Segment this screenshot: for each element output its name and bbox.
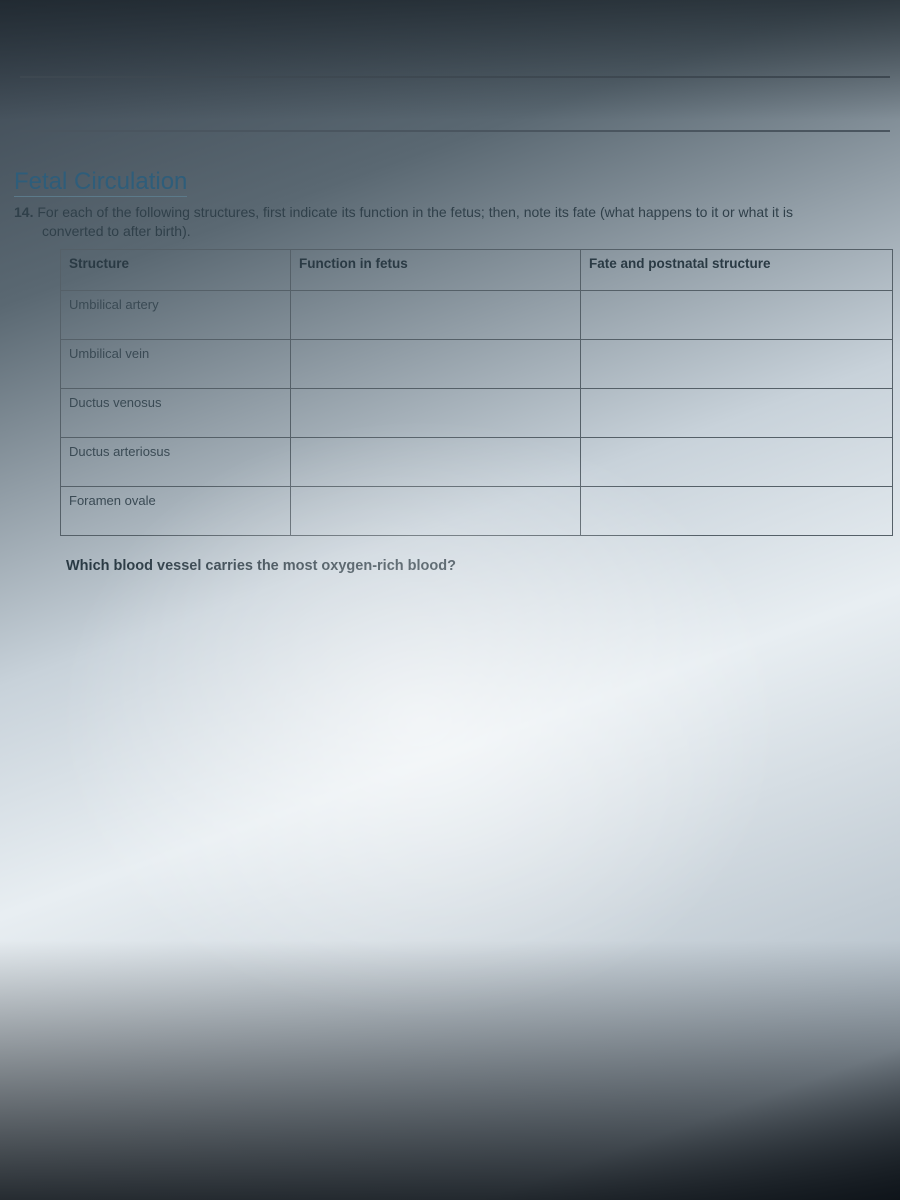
- table-row: Umbilical artery: [61, 290, 893, 339]
- cell-function[interactable]: [291, 388, 581, 437]
- worksheet-page: Fetal Circulation 14. For each of the fo…: [0, 0, 900, 1200]
- table-row: Ductus venosus: [61, 388, 893, 437]
- question-text-line2: converted to after birth).: [42, 222, 890, 241]
- question-14: 14. For each of the following structures…: [14, 203, 890, 241]
- cell-function[interactable]: [291, 290, 581, 339]
- blank-line[interactable]: [20, 82, 890, 132]
- followup-question: Which blood vessel carries the most oxyg…: [66, 558, 890, 574]
- answer-blank-lines: [20, 28, 890, 132]
- table-row: Umbilical vein: [61, 339, 893, 388]
- cell-structure: Umbilical artery: [61, 290, 291, 339]
- question-text-line1: For each of the following structures, fi…: [37, 204, 793, 220]
- blank-line[interactable]: [20, 28, 890, 78]
- section-heading: Fetal Circulation: [14, 136, 890, 201]
- cell-function[interactable]: [291, 339, 581, 388]
- cell-fate[interactable]: [581, 339, 893, 388]
- photo-shadow-bottom: [0, 940, 900, 1200]
- cell-structure: Umbilical vein: [61, 339, 291, 388]
- cell-function[interactable]: [291, 437, 581, 486]
- cell-fate[interactable]: [581, 437, 893, 486]
- table-header-row: Structure Function in fetus Fate and pos…: [61, 249, 893, 290]
- question-number: 14.: [14, 204, 33, 220]
- cell-fate[interactable]: [581, 486, 893, 535]
- table-row: Ductus arteriosus: [61, 437, 893, 486]
- col-header-structure: Structure: [61, 249, 291, 290]
- fetal-circulation-table: Structure Function in fetus Fate and pos…: [60, 249, 893, 536]
- col-header-function: Function in fetus: [291, 249, 581, 290]
- cell-structure: Ductus venosus: [61, 388, 291, 437]
- col-header-fate: Fate and postnatal structure: [581, 249, 893, 290]
- cell-structure: Foramen ovale: [61, 486, 291, 535]
- section-title: Fetal Circulation: [14, 168, 187, 197]
- cell-fate[interactable]: [581, 290, 893, 339]
- cell-fate[interactable]: [581, 388, 893, 437]
- cell-structure: Ductus arteriosus: [61, 437, 291, 486]
- cell-function[interactable]: [291, 486, 581, 535]
- table-row: Foramen ovale: [61, 486, 893, 535]
